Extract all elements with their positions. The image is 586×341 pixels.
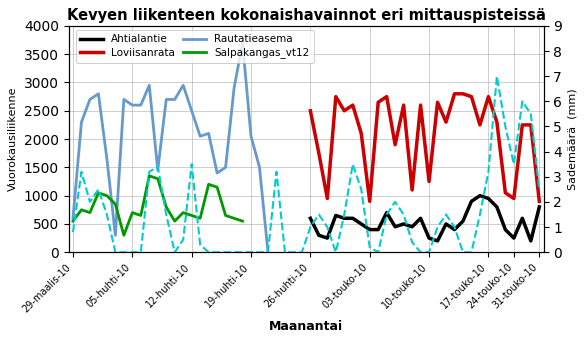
- Legend: Ahtialantie, Loviisanrata, Rautatieasema, Salpakangas_vt12: Ahtialantie, Loviisanrata, Rautatieasema…: [76, 30, 314, 63]
- Y-axis label: Sademäärä  (mm): Sademäärä (mm): [568, 88, 578, 190]
- Y-axis label: Vuorokausiliikenne: Vuorokausiliikenne: [8, 87, 18, 191]
- X-axis label: Maanantai: Maanantai: [269, 320, 343, 333]
- Title: Kevyen liikenteen kokonaishavainnot eri mittauspisteissä: Kevyen liikenteen kokonaishavainnot eri …: [67, 8, 546, 23]
